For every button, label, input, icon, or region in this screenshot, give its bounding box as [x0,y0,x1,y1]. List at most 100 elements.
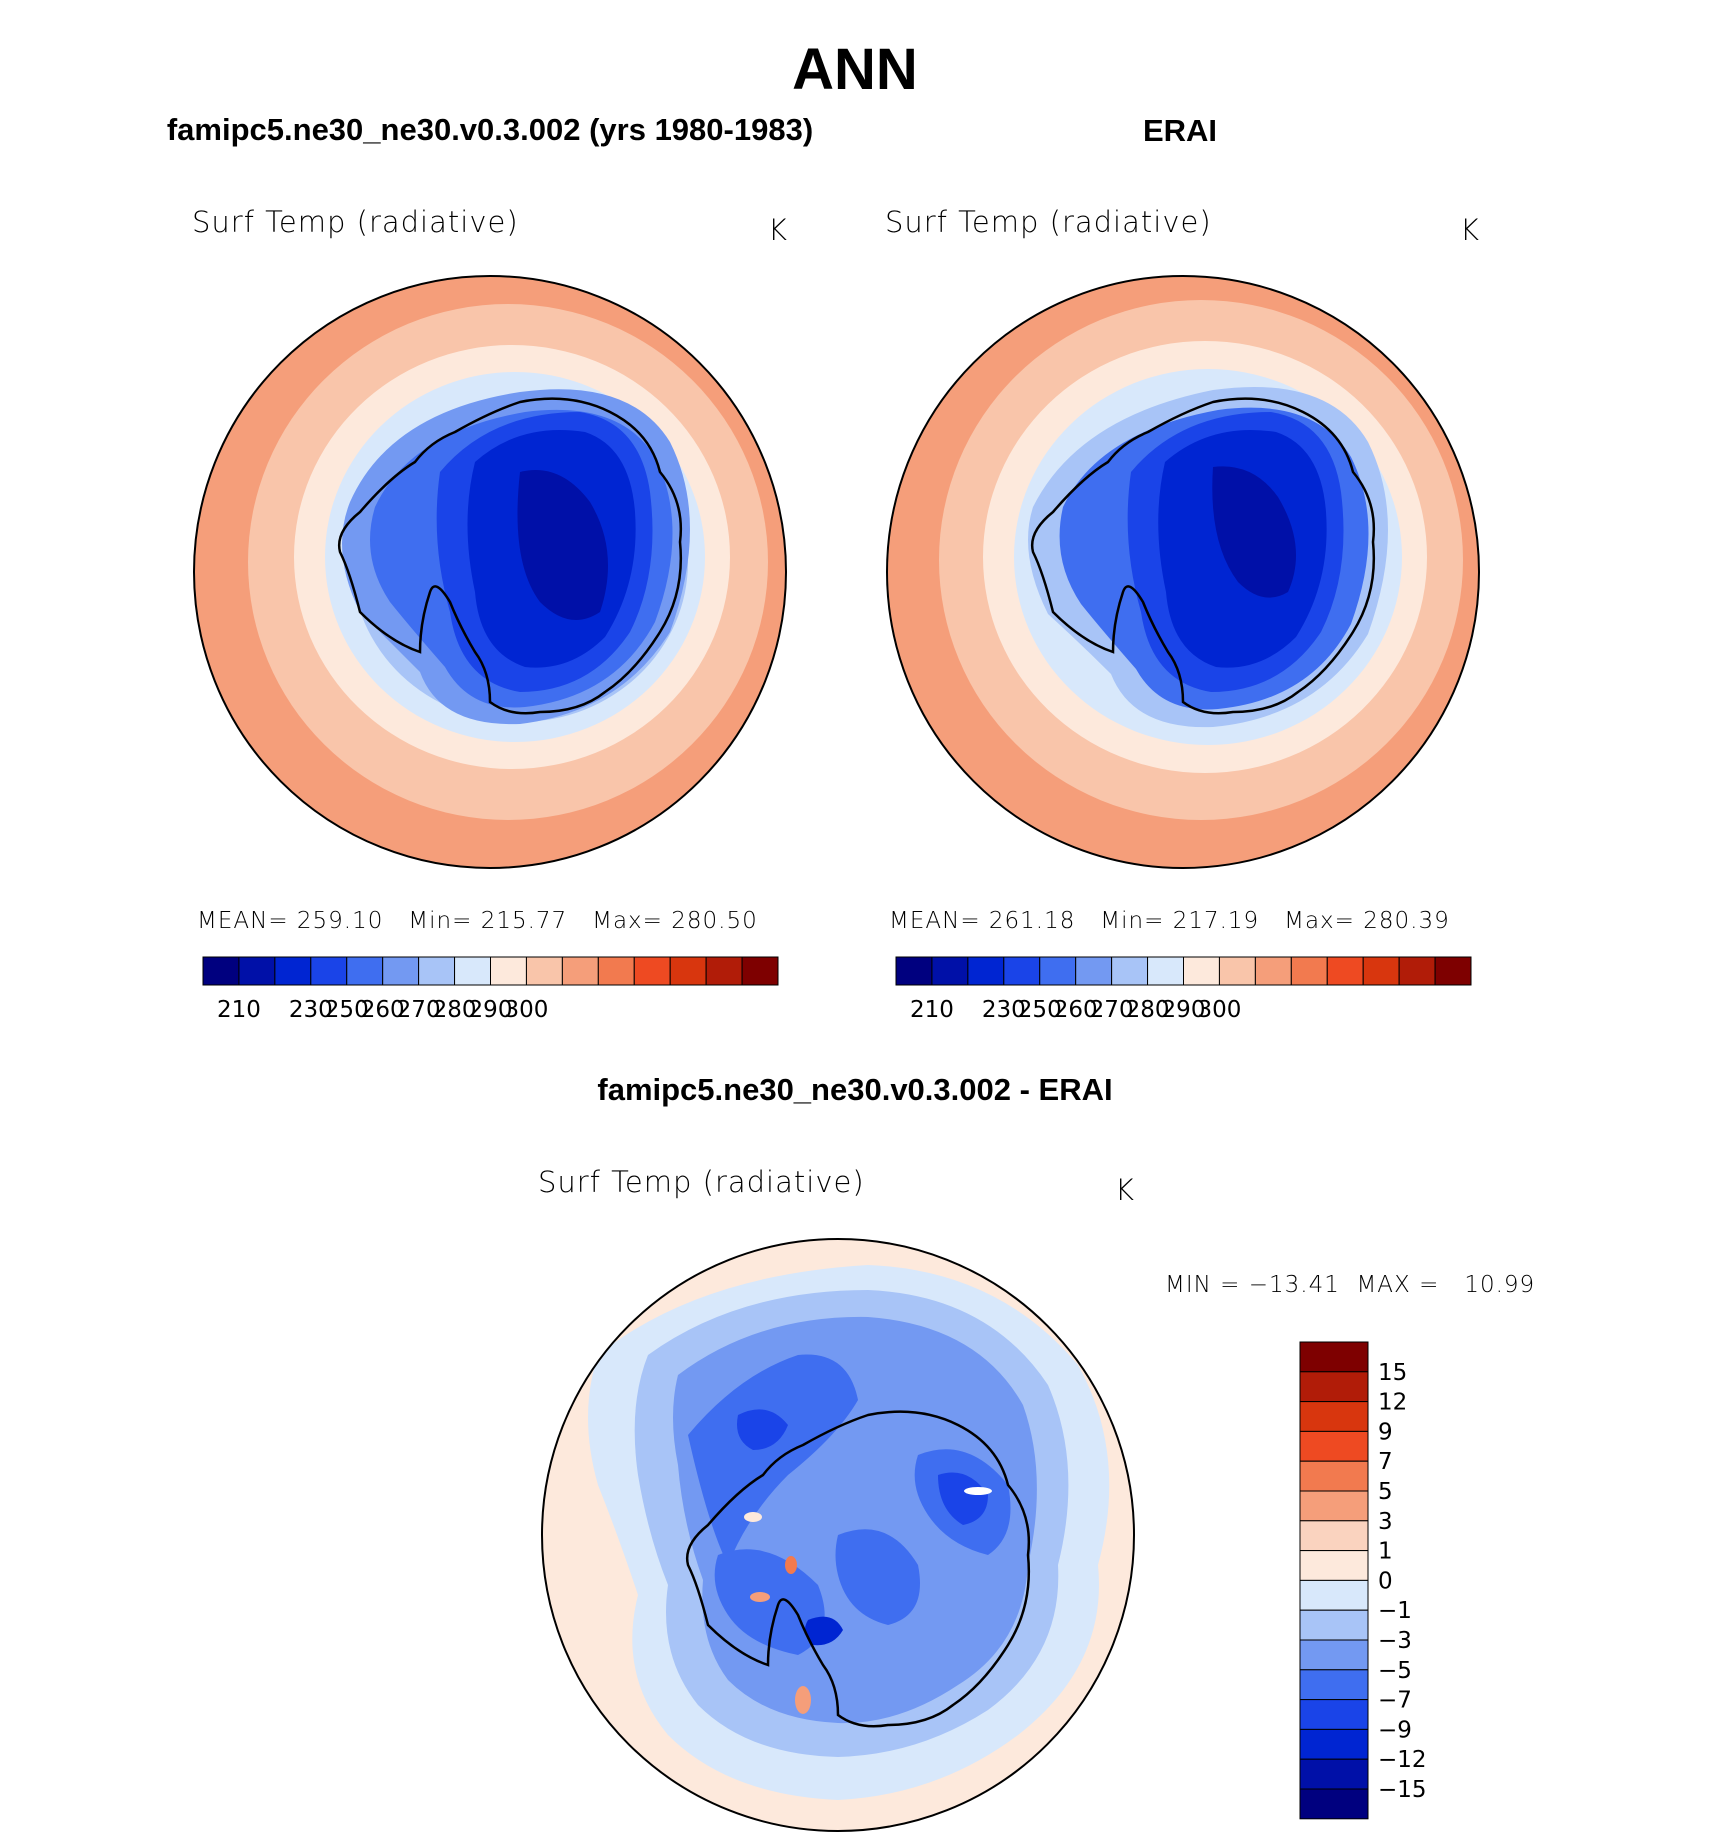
diff-colorbar-swatch [1299,1371,1369,1403]
obs-coastline-antarctica [1030,397,1376,715]
figure-title: ANN [792,37,918,102]
diff-field-positive-spot-2 [785,1556,797,1574]
diff-field-neg7-neg5-west [688,1354,858,1565]
obs-colorbar-swatch [1075,956,1113,986]
model-colorbar-swatch [346,956,384,986]
obs-colorbar-tick-label: 260 [1054,997,1098,1023]
obs-colorbar-swatch [1326,956,1364,986]
diff-colorbar-tick-label: 12 [1378,1390,1407,1416]
diff-colorbar-swatch [1299,1699,1369,1730]
diff-field-positive-spot-3 [795,1686,811,1714]
diff-field-neg7-neg5-centre [835,1529,920,1625]
model-colorbar-swatch [741,956,779,986]
diff-colorbar-swatch [1299,1401,1369,1432]
diff-colorbar-tick-label: 9 [1378,1419,1393,1445]
diff-colorbar-swatch [1299,1579,1369,1611]
diff-field-positive-spot-1 [750,1592,770,1602]
model-colorbar-tick-label: 250 [325,997,369,1023]
diff-field-positive-spot-4 [744,1512,762,1522]
diff-colorbar-tick-label: 1 [1378,1539,1393,1565]
obs-colorbar-swatch [1398,956,1436,986]
diff-colorbar-tick-label: 0 [1378,1568,1393,1594]
obs-colorbar-tick-label: 290 [1162,997,1206,1023]
obs-colorbar-swatch [1254,956,1292,986]
obs-colorbar-swatch [967,956,1005,986]
diff-colorbar-swatch [1299,1341,1369,1373]
diff-panel-heading: famipc5.ne30_ne30.v0.3.002 - ERAI [597,1072,1113,1107]
model-colorbar-swatch [454,956,491,986]
model-colorbar-swatch [669,956,707,986]
obs-colorbar-swatch [1218,956,1256,986]
model-colorbar-tick-label: 230 [289,997,333,1023]
diff-variable-title: Surf Temp (radiative) [538,1165,865,1199]
diff-units-label: K [1115,1173,1136,1207]
diff-field-neg12-neg9 [804,1616,843,1646]
diff-coastline-antarctica [685,1410,1031,1728]
obs-polar-map [886,275,1480,869]
diff-colorbar-tick-label: −15 [1378,1777,1427,1803]
obs-colorbar-tick-label: 300 [1197,997,1241,1023]
model-colorbar-swatch [705,956,743,986]
model-colorbar-tick-label: 300 [504,997,548,1023]
diff-colorbar-swatch [1299,1639,1369,1671]
obs-colorbar-swatch [1183,956,1220,986]
diff-colorbar-tick-label: −1 [1378,1598,1412,1624]
model-colorbar-swatch [418,956,456,986]
obs-colorbar-tick-label: 250 [1018,997,1062,1023]
diff-polar-map [541,1238,1135,1832]
diff-colorbar-swatch [1299,1669,1369,1701]
diff-colorbar-swatch [1299,1788,1369,1820]
diff-colorbar-swatch [1299,1430,1369,1462]
diff-colorbar-swatch [1299,1609,1369,1641]
model-colorbar-swatch [633,956,671,986]
diff-colorbar-swatch [1299,1520,1369,1552]
obs-colorbar-tick-label: 210 [910,997,954,1023]
model-colorbar-swatch [561,956,599,986]
obs-colorbar-swatch [895,956,933,986]
model-colorbar-swatch [238,956,276,986]
model-colorbar-tick-label: 260 [361,997,405,1023]
model-colorbar-swatch [274,956,312,986]
model-field-210-220 [517,470,608,620]
diff-stats: MIN = −13.41 MAX = 10.99 [1165,1272,1536,1298]
model-variable-title: Surf Temp (radiative) [192,205,519,239]
obs-colorbar-swatch [1039,956,1077,986]
diff-field-neg9-neg7-east [938,1472,988,1525]
model-colorbar-tick-label: 290 [469,997,513,1023]
model-coastline-antarctica [337,397,683,715]
obs-stats: MEAN= 261.18 Min= 217.19 Max= 280.39 [889,908,1450,934]
model-panel-heading: famipc5.ne30_ne30.v0.3.002 (yrs 1980-198… [166,112,814,147]
obs-panel-heading: ERAI [1142,113,1218,148]
obs-colorbar-swatch [1111,956,1149,986]
obs-colorbar-tick-label: 280 [1126,997,1170,1023]
model-colorbar-swatch [202,956,240,986]
model-colorbar-tick-label: 270 [397,997,441,1023]
diff-colorbar-tick-label: −5 [1378,1658,1412,1684]
diff-colorbar-tick-label: −9 [1378,1717,1412,1743]
diff-colorbar-tick-label: 7 [1378,1449,1393,1475]
obs-colorbar-swatch [1434,956,1472,986]
obs-units-label: K [1460,213,1481,247]
diff-colorbar-swatch [1299,1460,1369,1492]
obs-variable-title: Surf Temp (radiative) [885,205,1212,239]
model-colorbar-swatch [382,956,420,986]
obs-field-210-220 [1212,466,1296,598]
model-colorbar-swatch [310,956,348,986]
model-units-label: K [768,213,789,247]
diff-colorbar-swatch [1299,1758,1369,1790]
obs-colorbar-swatch [1362,956,1400,986]
diff-field-neg9-neg7-west [737,1409,788,1450]
diff-colorbar-tick-label: −12 [1378,1747,1427,1773]
model-colorbar-swatch [525,956,563,986]
model-polar-map [193,275,787,869]
obs-colorbar-swatch [1003,956,1041,986]
diff-colorbar-tick-label: 5 [1378,1479,1393,1505]
diff-field-neg7-neg5-south [714,1549,825,1655]
diff-colorbar-tick-label: −7 [1378,1688,1412,1714]
diff-colorbar-swatch [1299,1490,1369,1522]
obs-colorbar-swatch [1147,956,1184,986]
model-stats: MEAN= 259.10 Min= 215.77 Max= 280.50 [197,908,758,934]
obs-colorbar-tick-label: 230 [982,997,1026,1023]
